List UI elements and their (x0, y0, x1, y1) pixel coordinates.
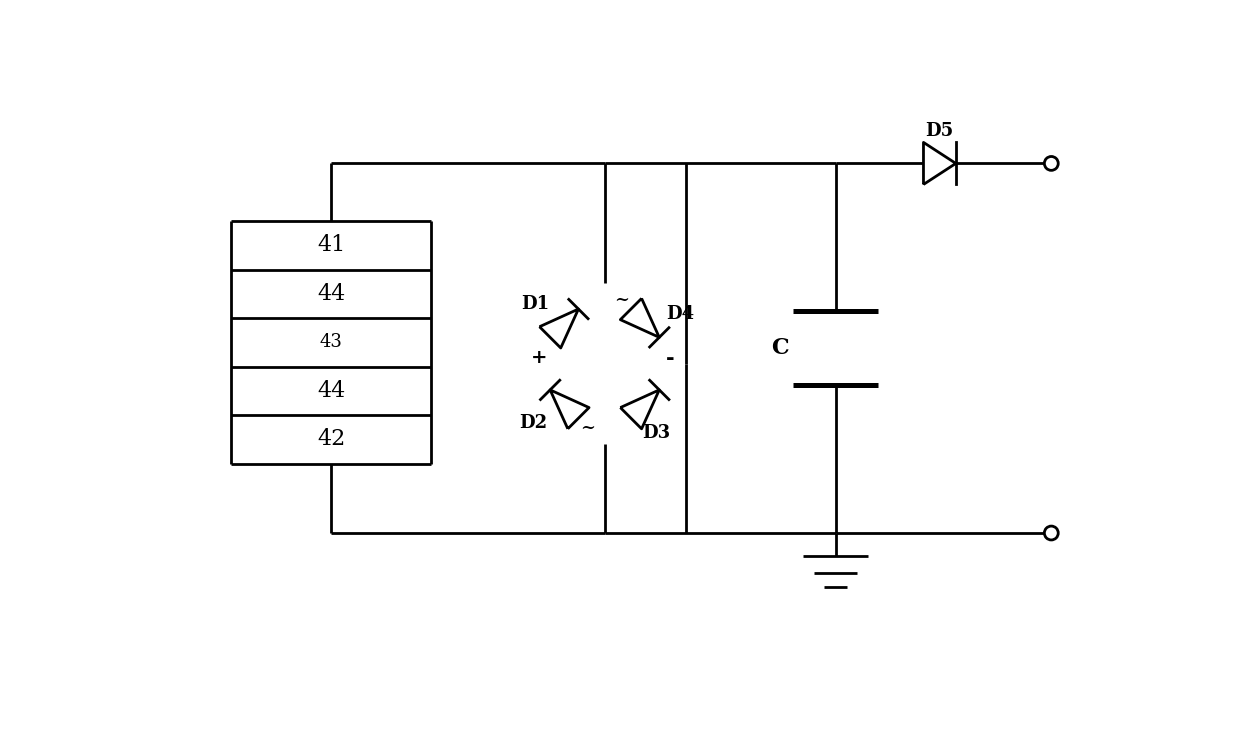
Text: 42: 42 (317, 429, 346, 451)
Text: ~: ~ (614, 291, 629, 309)
Text: D3: D3 (642, 424, 671, 442)
Text: 43: 43 (320, 334, 342, 351)
Text: 41: 41 (317, 235, 346, 257)
Text: +: + (531, 349, 548, 367)
Text: -: - (666, 348, 675, 368)
Text: D2: D2 (520, 414, 548, 432)
Text: D1: D1 (521, 295, 549, 313)
Circle shape (1044, 156, 1058, 170)
Text: 44: 44 (317, 283, 346, 305)
Text: D5: D5 (925, 122, 954, 140)
Circle shape (1044, 526, 1058, 540)
Text: C: C (771, 337, 789, 359)
Text: D4: D4 (666, 305, 694, 323)
Text: 44: 44 (317, 380, 346, 402)
Text: ~: ~ (580, 419, 595, 437)
